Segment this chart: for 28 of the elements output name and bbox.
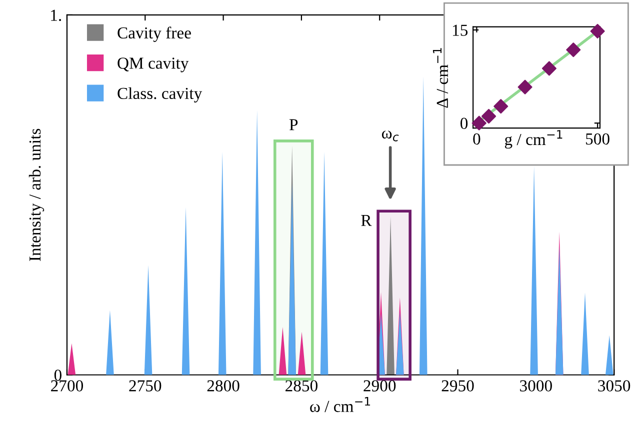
x-tick-label: 2750	[129, 380, 162, 392]
point	[518, 80, 532, 94]
x-tick-label: 2950	[442, 380, 474, 392]
point	[472, 116, 486, 130]
legend-label: Class. cavity	[118, 87, 202, 102]
point	[481, 108, 496, 124]
y-axis-title: Intensity / arb. units	[28, 128, 44, 261]
x-tick-label: 3000	[520, 380, 552, 392]
x-tick-label: 2800	[207, 380, 240, 392]
x-tick-label: 2900	[364, 380, 396, 392]
y-tick-label: 1.	[51, 10, 62, 21]
point	[494, 99, 508, 114]
legend-label: QM cavity	[118, 58, 189, 72]
x-axis-title: ω / cm$^{−1}$	[310, 397, 370, 412]
point	[590, 24, 605, 38]
annotation: ω$_{c}$	[382, 130, 399, 142]
x-axis-title: g / cm$^{−1}$	[504, 130, 562, 149]
band-label: P	[289, 119, 298, 130]
x-tick-label: 3050	[598, 380, 630, 392]
point	[542, 61, 556, 76]
x-tick-label: 500	[586, 133, 610, 145]
x-tick-label: 2700	[51, 380, 84, 392]
x-tick-label: 2850	[286, 380, 318, 392]
y-tick-label: 15	[452, 24, 468, 36]
point	[566, 42, 581, 58]
y-axis-title: Δ / cm$^{−1}$	[432, 48, 448, 108]
band-label: R	[361, 215, 372, 226]
legend-label: Cavity free	[118, 26, 191, 42]
